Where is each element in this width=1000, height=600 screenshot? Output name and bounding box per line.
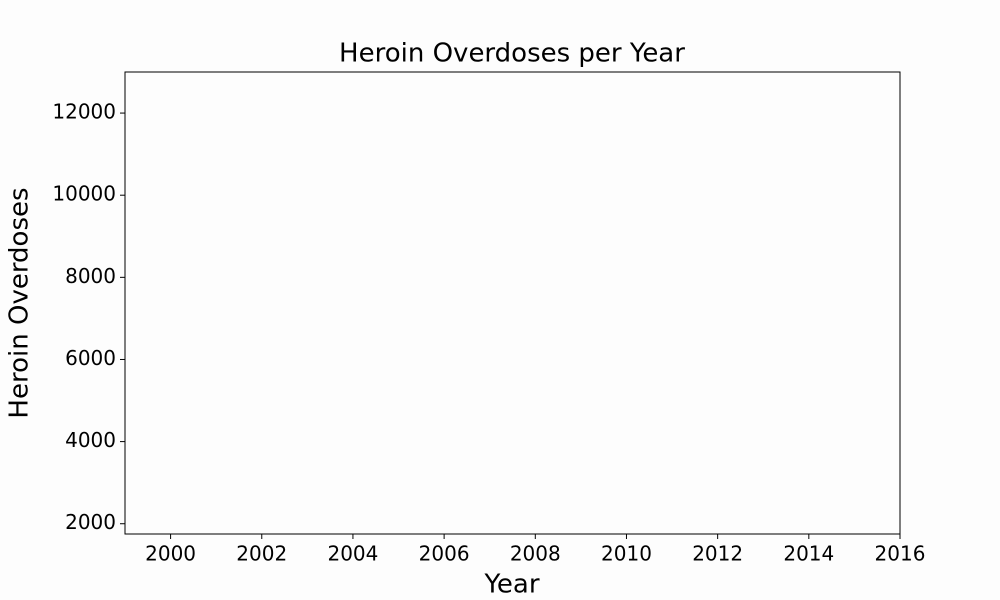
y-tick-label: 6000	[65, 346, 116, 370]
x-tick-label: 2016	[875, 542, 926, 566]
y-tick-label: 8000	[65, 264, 116, 288]
y-axis-label: Heroin Overdoses	[5, 187, 35, 418]
plot-frame	[124, 71, 901, 535]
x-tick-label: 2010	[601, 542, 652, 566]
y-tick-label: 12000	[52, 100, 116, 124]
x-tick-label: 2004	[327, 542, 378, 566]
y-tick-label: 4000	[65, 428, 116, 452]
x-tick-label: 2002	[236, 542, 287, 566]
x-tick-label: 2014	[783, 542, 834, 566]
x-tick-label: 2000	[145, 542, 196, 566]
x-axis-label: Year	[483, 570, 539, 600]
y-tick-label: 2000	[65, 510, 116, 534]
x-tick-label: 2012	[692, 542, 743, 566]
x-tick-label: 2006	[419, 542, 470, 566]
chart-title: Heroin Overdoses per Year	[339, 39, 685, 69]
x-tick-label: 2008	[510, 542, 561, 566]
y-tick-label: 10000	[52, 182, 116, 206]
